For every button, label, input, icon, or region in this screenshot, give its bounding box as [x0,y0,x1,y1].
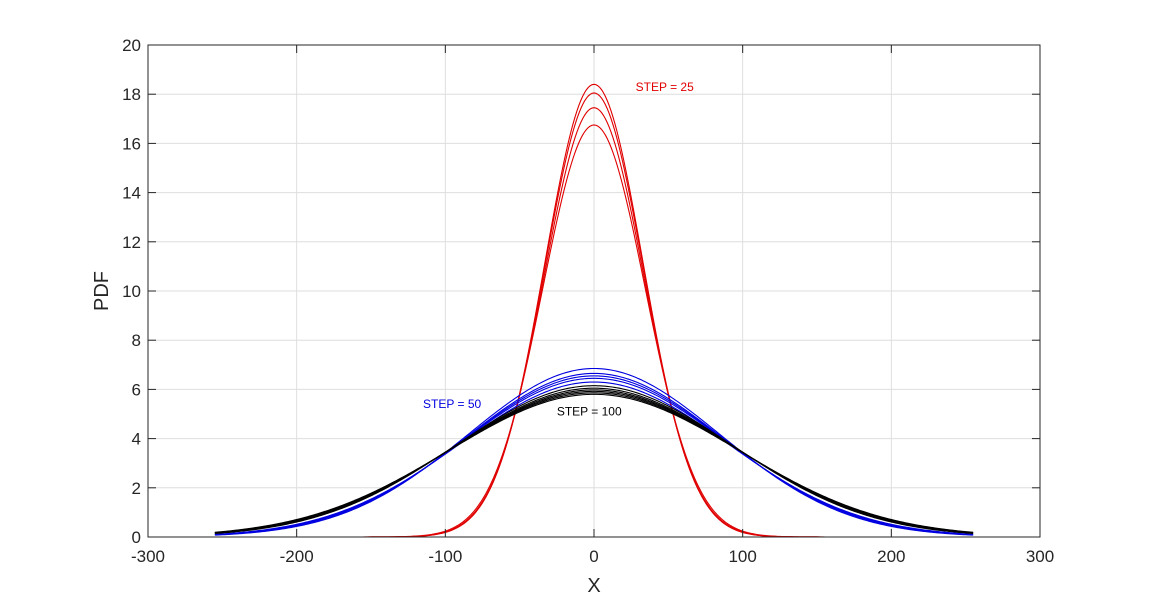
y-tick-label: 4 [132,430,141,449]
grid [147,44,1041,538]
y-tick-label: 12 [122,233,141,252]
series-line-step100-f [214,393,974,533]
x-tick-label: 200 [877,547,905,566]
y-tick-label: 20 [122,36,141,55]
series-line-step100-a [214,385,974,535]
y-tick-label: 0 [132,528,141,547]
y-tick-label: 16 [122,134,141,153]
x-tick-label: -300 [131,547,165,566]
annotation-label: STEP = 25 [636,80,694,94]
x-tick-label: 300 [1026,547,1054,566]
series-group-step-100 [214,385,974,535]
series-line-step50-a [214,367,974,536]
series-group-step-50 [214,367,974,536]
axis-ticks: -300 -200 -100 0 100 200 300 0 2 4 6 8 10 12 14 16 18 20 [122,36,1054,566]
y-tick-label: 14 [122,184,141,203]
x-axis-title: X [587,575,600,597]
annotations: STEP = 25 STEP = 50 STEP = 100 [423,80,694,419]
x-tick-label: 100 [728,547,756,566]
y-tick-label: 2 [132,479,141,498]
y-tick-label: 18 [122,85,141,104]
y-tick-label: 6 [132,380,141,399]
y-tick-label: 8 [132,331,141,350]
x-tick-label: -100 [428,547,462,566]
series-line-step50-e [214,381,974,535]
x-tick-label: 0 [589,547,598,566]
annotation-label: STEP = 50 [423,397,481,411]
x-tick-label: -200 [280,547,314,566]
y-axis-title: PDF [91,271,113,311]
y-tick-label: 10 [122,282,141,301]
annotation-label: STEP = 100 [557,405,622,419]
series-line-step50-d [214,377,974,536]
